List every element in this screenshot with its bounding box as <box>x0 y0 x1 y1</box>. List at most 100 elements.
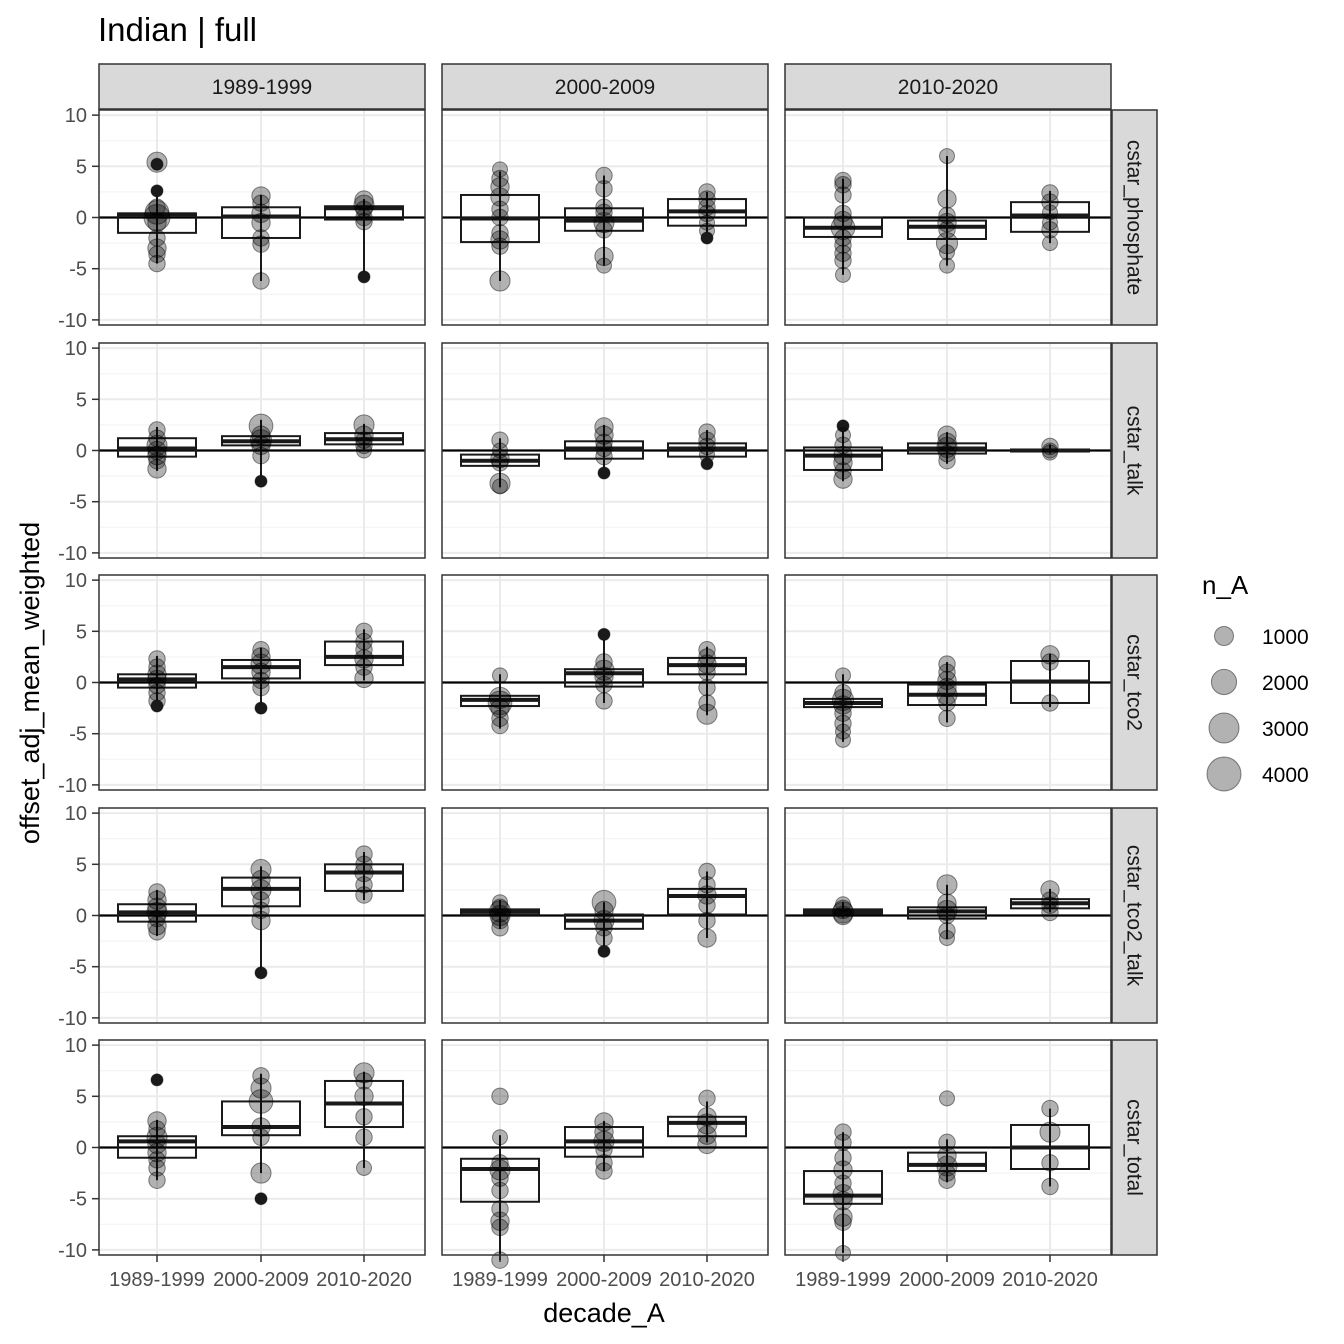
data-point <box>834 251 852 270</box>
boxplot-2010-2020 <box>667 641 747 725</box>
y-tick-label: 0 <box>76 906 87 928</box>
boxplot-2010-2020 <box>667 1089 747 1155</box>
panel-border <box>441 109 769 326</box>
data-point <box>353 1062 375 1084</box>
data-point <box>594 425 614 445</box>
data-point <box>698 641 716 659</box>
boxplot-2000-2009 <box>907 1090 987 1189</box>
data-point <box>148 650 166 668</box>
y-tick-label: 5 <box>76 389 87 411</box>
column-strip-2010-2020: 2010-2020 <box>784 63 1112 110</box>
y-tick-label: 5 <box>76 1086 87 1108</box>
data-point <box>832 1184 854 1206</box>
data-point <box>699 214 715 231</box>
data-point <box>147 440 167 461</box>
data-point <box>252 1128 270 1146</box>
y-tick-label: -10 <box>58 1240 87 1262</box>
panel-cstar_phosphate-2010-2020 <box>784 109 1112 326</box>
y-tick-label: -5 <box>69 957 87 979</box>
data-point <box>354 425 374 445</box>
data-point <box>491 237 509 255</box>
data-point <box>834 1123 852 1141</box>
data-point <box>698 1089 716 1108</box>
data-point <box>833 905 853 926</box>
boxplot-1989-1999 <box>460 1087 540 1269</box>
data-point <box>595 180 613 198</box>
data-point <box>147 1111 167 1131</box>
data-point <box>594 666 614 687</box>
data-point <box>595 433 613 452</box>
data-point <box>355 622 373 641</box>
boxplot-2010-2020 <box>1010 1099 1090 1196</box>
data-point <box>595 675 613 694</box>
data-point <box>595 1154 613 1172</box>
data-point <box>835 723 851 740</box>
y-tick-label: 0 <box>76 441 87 463</box>
data-point <box>833 1207 853 1227</box>
data-point <box>489 472 511 494</box>
data-point <box>492 478 508 495</box>
data-point <box>148 923 166 941</box>
data-point <box>252 1067 270 1085</box>
x-tick-label: 2010-2020 <box>316 1269 412 1291</box>
data-point <box>490 698 510 718</box>
data-point <box>595 919 613 937</box>
boxplot-1989-1999 <box>803 896 883 926</box>
row-strip-cstar_total: cstar_total <box>1111 1039 1158 1256</box>
panel-cstar_total-2000-2009 <box>441 1039 769 1269</box>
legend-key-background <box>1202 614 1246 658</box>
y-tick-label: 10 <box>65 803 87 825</box>
boxplot-2010-2020 <box>1010 645 1090 712</box>
x-tick-label: 2010-2020 <box>659 1269 755 1291</box>
data-point <box>700 231 714 245</box>
data-point <box>834 186 852 204</box>
data-point <box>355 855 373 874</box>
panel-cstar_tco2-1989-1999 <box>98 574 426 791</box>
panel-cstar_talk-2010-2020 <box>784 342 1112 559</box>
data-point <box>146 1126 168 1148</box>
data-point <box>355 208 373 227</box>
data-point <box>250 1077 272 1099</box>
data-point <box>148 883 166 901</box>
boxplot-1989-1999 <box>117 1073 197 1189</box>
data-point <box>491 208 509 227</box>
panel-cstar_talk-1989-1999 <box>98 342 426 559</box>
data-point <box>595 203 613 222</box>
data-point <box>834 236 852 254</box>
data-point <box>354 862 374 883</box>
boxplot-2000-2009 <box>564 417 644 480</box>
row-strip-cstar_phosphate: cstar_phosphate <box>1111 109 1158 326</box>
data-point <box>490 187 510 207</box>
data-point <box>492 161 508 178</box>
data-point <box>834 244 852 263</box>
data-point <box>594 900 614 921</box>
row-strip-background <box>1111 574 1158 791</box>
data-point <box>491 1218 509 1237</box>
y-axis-title: offset_adj_mean_weighted <box>15 522 45 844</box>
data-point <box>252 446 270 465</box>
data-point <box>834 436 852 455</box>
legend-entry: 3000 <box>1202 706 1309 750</box>
data-point <box>147 669 167 690</box>
data-point <box>147 1134 167 1155</box>
column-strip-label: 2010-2020 <box>898 76 998 99</box>
data-point <box>252 272 270 290</box>
data-point <box>697 654 717 674</box>
data-point <box>147 897 167 917</box>
data-point <box>144 200 170 225</box>
data-point <box>148 909 166 928</box>
data-point <box>596 257 612 274</box>
data-point <box>147 664 167 684</box>
data-point <box>937 212 957 233</box>
boxplot-2000-2009 <box>221 1067 301 1206</box>
legend-key-circle <box>1206 756 1242 792</box>
data-point <box>1041 184 1059 202</box>
panel-border <box>784 807 1112 1024</box>
data-point <box>148 229 166 247</box>
y-tick-label: 5 <box>76 156 87 178</box>
legend-entry: 2000 <box>1202 660 1309 704</box>
column-strip-background <box>784 63 1112 110</box>
data-point <box>1042 214 1058 231</box>
row-strip-background <box>1111 1039 1158 1256</box>
data-point <box>1041 1177 1059 1196</box>
